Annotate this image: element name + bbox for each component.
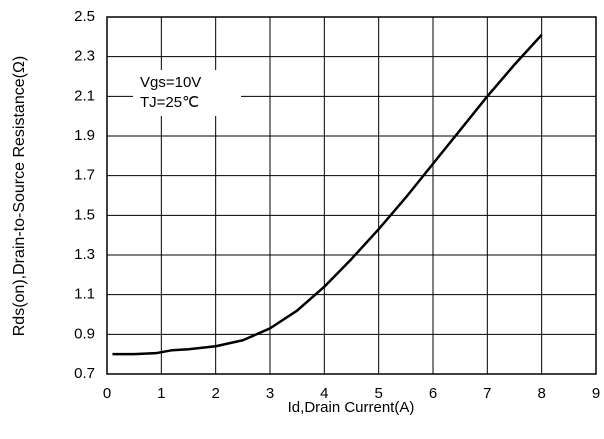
y-tick-label: 1.5 (74, 206, 95, 223)
curve (112, 34, 543, 356)
x-tick-label: 9 (592, 385, 600, 402)
x-tick-label: 8 (537, 385, 545, 402)
x-tick-label: 3 (266, 385, 274, 402)
y-tick-label: 2.1 (74, 87, 95, 104)
y-tick-label: 1.3 (74, 246, 95, 263)
y-axis-label: Rds(on),Drain-to-Source Resistance(Ω) (11, 56, 28, 337)
y-tick-label: 2.3 (74, 48, 95, 65)
annotation: TJ=25℃ (140, 94, 199, 111)
x-tick-label: 5 (374, 385, 382, 402)
y-tick-label: 0.9 (74, 325, 95, 342)
x-tick-label: 1 (157, 385, 165, 402)
y-tick-label: 1.1 (74, 286, 95, 303)
y-tick-label: 2.5 (74, 8, 95, 25)
y-tick-label: 0.7 (74, 365, 95, 382)
annotation-box (133, 70, 241, 116)
x-tick-label: 7 (483, 385, 491, 402)
annotation: Vgs=10V (140, 74, 201, 91)
x-tick-label: 4 (320, 385, 328, 402)
x-axis-label: Id,Drain Current(A) (288, 399, 415, 416)
y-tick-label: 1.9 (74, 127, 95, 144)
x-tick-label: 2 (211, 385, 219, 402)
y-tick-label: 1.7 (74, 167, 95, 184)
x-tick-label: 6 (429, 385, 437, 402)
x-tick-label: 0 (103, 385, 111, 402)
